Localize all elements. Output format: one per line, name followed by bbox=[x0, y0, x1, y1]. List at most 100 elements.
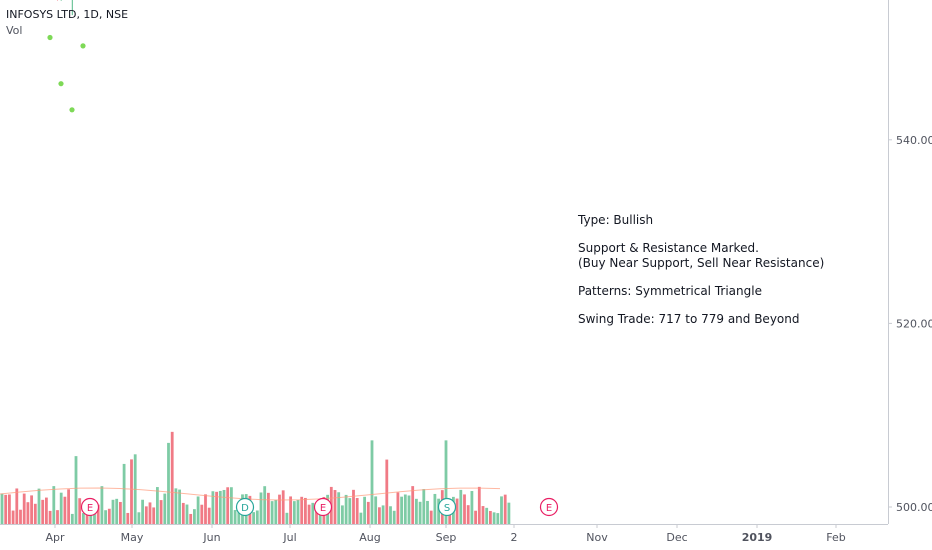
volume-bar bbox=[355, 498, 359, 524]
volume-bar bbox=[163, 493, 167, 524]
volume-bar bbox=[481, 506, 485, 524]
volume-bar bbox=[111, 499, 115, 524]
volume-bar bbox=[463, 494, 466, 524]
volume-bar bbox=[74, 456, 78, 524]
volume-bar bbox=[352, 489, 355, 524]
volume-bar bbox=[281, 490, 285, 524]
volume-bar bbox=[507, 502, 511, 524]
volume-bar bbox=[37, 488, 41, 524]
volume-bar bbox=[337, 492, 341, 524]
indicator-dot bbox=[69, 107, 75, 113]
volume-bar bbox=[52, 486, 56, 524]
volume-bar bbox=[455, 498, 459, 524]
volume-bar bbox=[341, 505, 344, 524]
volume-bar bbox=[474, 510, 477, 524]
volume-bar bbox=[15, 488, 19, 524]
volume-bar bbox=[137, 512, 141, 524]
volume-bar bbox=[67, 489, 70, 524]
volume-bar bbox=[278, 494, 281, 524]
event-label: E bbox=[320, 503, 326, 514]
volume-bar bbox=[148, 502, 152, 524]
volume-bar bbox=[415, 498, 418, 524]
volume-bar bbox=[41, 499, 45, 524]
volume-bar bbox=[348, 498, 352, 524]
volume-bar bbox=[26, 502, 30, 524]
volume-bar bbox=[315, 511, 318, 524]
volume-bar bbox=[4, 494, 8, 524]
volume-bar bbox=[70, 513, 74, 524]
volume-bar bbox=[11, 510, 15, 524]
volume-bar bbox=[359, 512, 363, 524]
volume-bar bbox=[433, 493, 437, 524]
volume-bar bbox=[200, 504, 204, 524]
volume-bar bbox=[366, 501, 370, 524]
volume-bar bbox=[218, 490, 222, 524]
x-tick-label: 2 bbox=[511, 531, 518, 544]
volume-bar bbox=[422, 489, 426, 524]
volume-bar bbox=[304, 497, 307, 524]
volume-bar bbox=[141, 499, 144, 524]
volume-bar bbox=[259, 492, 263, 524]
volume-bar bbox=[489, 510, 492, 524]
volume-bar bbox=[296, 500, 300, 524]
x-tick-label: Aug bbox=[359, 531, 380, 544]
volume-bar bbox=[19, 509, 22, 524]
y-tick-label: 540.00 bbox=[896, 134, 932, 147]
volume-bar bbox=[496, 513, 500, 524]
volume-bar bbox=[30, 495, 33, 524]
volume-bar bbox=[285, 512, 289, 524]
volume-bar bbox=[300, 496, 304, 524]
note-swing-trade: Swing Trade: 717 to 779 and Beyond bbox=[578, 312, 800, 326]
volume-bar bbox=[374, 496, 378, 524]
volume-bar bbox=[403, 494, 407, 524]
volume-bar bbox=[115, 498, 119, 524]
indicator-dot bbox=[80, 43, 86, 49]
volume-bar bbox=[289, 496, 292, 524]
volume-bar bbox=[270, 501, 274, 524]
volume-label: Vol bbox=[6, 24, 23, 37]
x-tick-label: Jun bbox=[202, 531, 220, 544]
volume-bar bbox=[222, 489, 226, 524]
volume-bar bbox=[292, 501, 296, 524]
volume-bar bbox=[207, 507, 211, 524]
volume-bar bbox=[470, 491, 474, 524]
volume-bar bbox=[170, 431, 174, 524]
volume-bar bbox=[444, 440, 448, 524]
volume-bar bbox=[130, 459, 133, 524]
volume-bar bbox=[344, 494, 348, 524]
volume-bar bbox=[363, 496, 366, 524]
volume-bar bbox=[274, 500, 278, 524]
volume-bar bbox=[8, 494, 11, 524]
volume-bar bbox=[485, 507, 489, 524]
y-tick-label: 520.00 bbox=[896, 317, 932, 330]
volume-bar bbox=[333, 490, 337, 524]
event-label: D bbox=[241, 503, 249, 514]
plot-area bbox=[0, 0, 888, 524]
chart-legend: INFOSYS LTD, 1D, NSE Vol bbox=[6, 7, 128, 39]
volume-bar bbox=[400, 496, 403, 524]
volume-bar bbox=[174, 488, 178, 524]
x-tick-label: 2019 bbox=[742, 531, 773, 544]
volume-bar bbox=[477, 486, 481, 524]
event-label: E bbox=[546, 503, 552, 514]
volume-bar bbox=[459, 489, 463, 524]
x-tick-label: Nov bbox=[586, 531, 608, 544]
volume-bar bbox=[381, 505, 385, 524]
volume-bar bbox=[189, 513, 193, 524]
volume-bar bbox=[56, 510, 59, 524]
candlesticks bbox=[57, 0, 73, 16]
volume-bar bbox=[144, 506, 148, 524]
volume-bar bbox=[389, 506, 392, 524]
volume-bar bbox=[503, 494, 507, 524]
volume-bar bbox=[126, 512, 130, 524]
volume-bar bbox=[252, 512, 255, 524]
volume-bar bbox=[122, 463, 126, 524]
x-tick-label: Feb bbox=[826, 531, 845, 544]
volume-bar bbox=[193, 509, 196, 524]
volume-bar bbox=[48, 510, 52, 524]
volume-bar bbox=[167, 442, 170, 524]
analysis-notes: Type: Bullish Support & Resistance Marke… bbox=[578, 213, 824, 340]
